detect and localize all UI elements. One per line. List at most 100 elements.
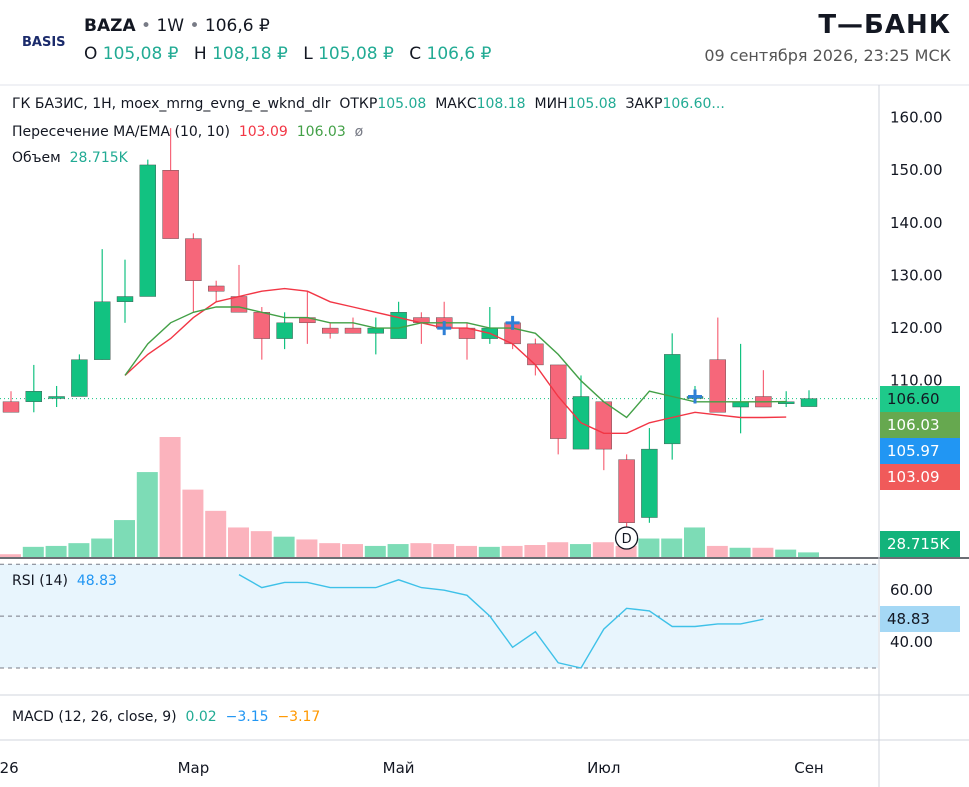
last-price: 106,6 ₽ [204,16,270,36]
candle-body [800,398,818,407]
volume-bar [547,542,569,557]
legend-open-label: ОТКР [339,96,378,112]
volume-bar [729,547,751,557]
candle-body [253,312,271,339]
time-tick-label: Май [383,759,415,777]
legend-low-label: МИН [534,96,568,112]
volume-bar [0,554,21,557]
candle-body [618,459,635,523]
legend-high-label: МАКС [435,96,477,112]
logo-text: BASIS [22,35,66,50]
volume-bar [638,538,660,557]
candle-body [732,401,749,408]
candle-body [367,327,384,334]
volume-bar [684,527,705,557]
volume-bar [22,546,44,557]
volume-bar [433,544,455,557]
basis-logo: BASIS [22,35,66,50]
legend-close: 106.60... [662,96,725,112]
datetime: 09 сентября 2026, 23:25 МСК [704,46,951,65]
open-label: O [84,44,98,64]
candle-body [2,401,20,413]
price-tag: 106.60 [880,385,960,412]
volume-bar [661,538,683,557]
volume-bar [364,545,386,557]
candle-body [93,301,111,360]
price-tick-label: 160.00 [890,109,943,127]
volume-bar [273,536,295,557]
time-tick-label: Мар [178,759,210,777]
open-value: 105,08 ₽ [102,44,179,64]
volume-bar [250,531,272,557]
volume-bar [387,544,409,557]
volume-bar [592,542,614,557]
volume-bar [45,545,67,557]
volume-bar [752,547,774,557]
ma-line [124,306,787,419]
cross-marker [505,315,520,330]
price-tag: 105.97 [880,437,960,464]
ohlc-line: O 105,08 ₽ H 108,18 ₽ L 105,08 ₽ C 106,6… [84,44,501,64]
volume-bar [319,543,341,557]
candle-body [162,170,179,239]
volume-legend-value: 28.715K [69,150,128,166]
ticker-line: BAZA • 1W • 106,6 ₽ [84,16,270,36]
legend-close-label: ЗАКР [625,96,663,112]
volume-bar [410,543,432,557]
rsi-tag: 48.83 [880,606,960,633]
brand-logo: Т—БАНК [818,10,951,40]
ma-legend[interactable]: Пересечение MA/EMA (10, 10) 103.09 106.0… [12,124,363,140]
time-tick-label: Сен [794,759,824,777]
volume-legend[interactable]: Объем 28.715K [12,150,128,166]
macd-legend[interactable]: MACD (12, 26, close, 9) 0.02 −3.15 −3.17 [12,709,320,725]
volume-bar [182,489,204,557]
candle-body [595,401,612,450]
macd-signal-value: −3.17 [277,709,321,725]
candle-body [230,296,248,313]
low-value: 105,08 ₽ [318,44,394,64]
volume-tag: 28.715K [880,531,960,557]
volume-bar [296,539,318,557]
price-tick-label: 130.00 [890,266,943,284]
ema-value: 103.09 [238,124,288,140]
dividend-marker-label: D [622,532,632,547]
volume-bar [456,545,477,557]
volume-bar [706,545,728,557]
volume-bar [159,437,181,557]
rsi-legend-label: RSI (14) [12,573,68,589]
candle-body [322,327,339,334]
volume-bar [798,552,819,557]
volume-bar [570,544,591,557]
symbol-title: ГК БАЗИС, 1H, moex_mrng_evng_e_wknd_dlr [12,96,331,112]
rsi-legend[interactable]: RSI (14) 48.83 [12,573,117,589]
low-label: L [303,44,313,64]
candle-body [185,238,202,281]
candle-body [276,322,293,339]
macd-legend-label: MACD (12, 26, close, 9) [12,709,177,725]
candle-body [641,448,658,518]
volume-bar [114,520,135,557]
volume-bar [91,538,113,557]
rsi-tick-label: 60.00 [890,581,933,599]
ma-value: 106.03 [296,124,346,140]
volume-bar [342,544,363,557]
candle-body [550,364,567,439]
volume-bar [136,472,158,557]
rsi-tick-label: 40.00 [890,633,933,651]
cross-marker [688,389,702,404]
candle-body [709,359,726,413]
price-tick-label: 140.00 [890,214,943,232]
macd-line-value: −3.15 [225,709,269,725]
volume-bar [615,545,637,557]
volume-bar [478,546,500,557]
legend-open: 105.08 [377,96,427,112]
cross-marker [437,321,452,336]
main-legend: ГК БАЗИС, 1H, moex_mrng_evng_e_wknd_dlr … [12,96,725,112]
close-label: C [409,44,422,64]
candle-body [344,327,362,334]
high-label: H [193,44,207,64]
candle-body [207,285,225,292]
price-tick-label: 120.00 [890,319,943,337]
interval[interactable]: 1W [156,16,185,36]
